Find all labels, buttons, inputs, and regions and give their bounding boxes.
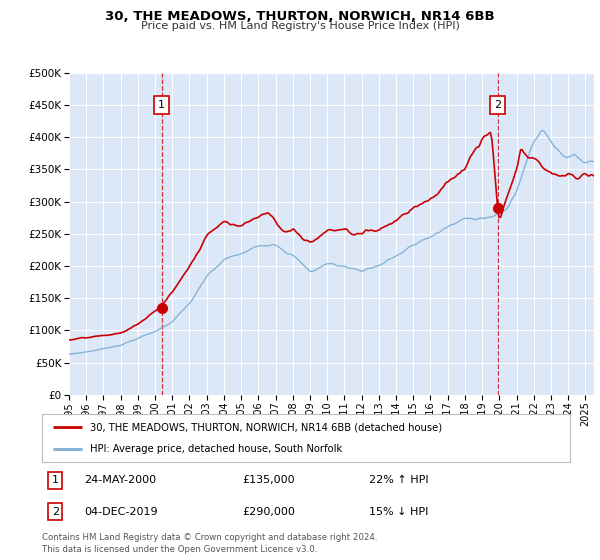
Text: 22% ↑ HPI: 22% ↑ HPI — [370, 475, 429, 486]
Text: 24-MAY-2000: 24-MAY-2000 — [84, 475, 157, 486]
Text: 30, THE MEADOWS, THURTON, NORWICH, NR14 6BB (detached house): 30, THE MEADOWS, THURTON, NORWICH, NR14 … — [89, 422, 442, 432]
Text: 1: 1 — [158, 100, 165, 110]
Text: £135,000: £135,000 — [242, 475, 295, 486]
Text: 1: 1 — [52, 475, 59, 486]
Text: 2: 2 — [52, 507, 59, 517]
Text: 30, THE MEADOWS, THURTON, NORWICH, NR14 6BB: 30, THE MEADOWS, THURTON, NORWICH, NR14 … — [105, 10, 495, 22]
Text: 2: 2 — [494, 100, 502, 110]
Text: Contains HM Land Registry data © Crown copyright and database right 2024.
This d: Contains HM Land Registry data © Crown c… — [42, 533, 377, 554]
Text: Price paid vs. HM Land Registry's House Price Index (HPI): Price paid vs. HM Land Registry's House … — [140, 21, 460, 31]
Text: 04-DEC-2019: 04-DEC-2019 — [84, 507, 158, 517]
Text: HPI: Average price, detached house, South Norfolk: HPI: Average price, detached house, Sout… — [89, 444, 342, 454]
Text: 15% ↓ HPI: 15% ↓ HPI — [370, 507, 429, 517]
Text: £290,000: £290,000 — [242, 507, 296, 517]
